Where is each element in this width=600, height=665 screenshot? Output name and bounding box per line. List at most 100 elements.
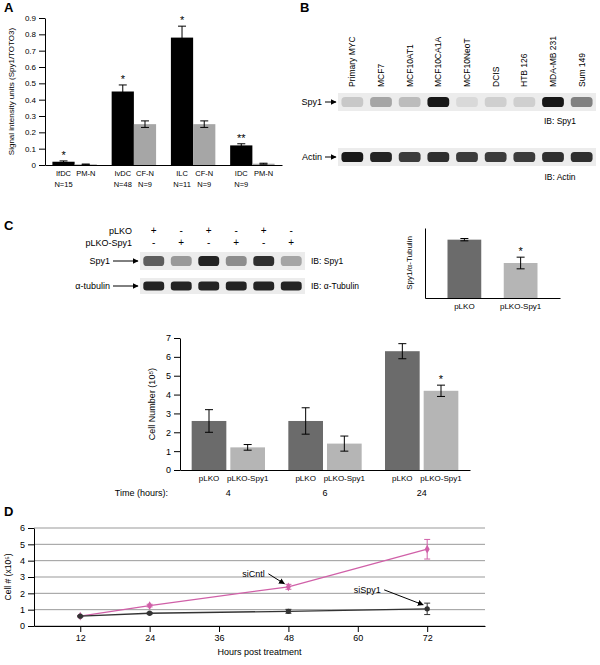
grid-line — [34, 593, 485, 594]
tick: 0.3 — [25, 112, 45, 121]
tick: 5 — [20, 540, 34, 550]
sample-size: N=9 — [234, 180, 248, 189]
x-axis-line — [426, 298, 561, 299]
plot-area — [52, 26, 274, 165]
tick-mark — [219, 626, 220, 632]
series-label: siSpy1 — [354, 585, 381, 595]
marker — [147, 611, 152, 616]
category-label: ILC — [176, 169, 188, 178]
error-bar — [460, 239, 468, 241]
tick: 60 — [353, 626, 363, 643]
band — [485, 97, 507, 107]
tick-mark — [174, 395, 180, 396]
marker — [78, 614, 83, 619]
category-label: pLKO-Spy1 — [420, 474, 462, 483]
tick-mark — [358, 626, 359, 632]
lane-label: MCF10CA1A — [433, 37, 443, 87]
series-label: siCntl — [242, 569, 265, 579]
tick: 0.2 — [25, 128, 45, 137]
tick: 2 — [166, 428, 180, 438]
blot-strip — [338, 93, 596, 111]
sample-size: N=15 — [54, 180, 72, 189]
band — [171, 256, 192, 266]
arrow — [113, 286, 138, 287]
band-name: Spy1 — [89, 256, 110, 266]
tick-label: 2 — [166, 428, 171, 438]
error-bar — [424, 603, 430, 614]
condition-mark: + — [233, 237, 239, 248]
band — [399, 152, 421, 162]
error-bar — [237, 144, 245, 147]
category-label: pLKO-Spy1 — [324, 474, 366, 483]
condition-mark: - — [262, 237, 265, 248]
category-label: pLKO-Spy1 — [500, 302, 542, 311]
band — [281, 256, 302, 266]
band — [513, 97, 535, 107]
tick: 7 — [166, 333, 180, 343]
tick: 0 — [32, 161, 45, 170]
panel-label: D — [4, 504, 13, 519]
condition-mark: + — [206, 225, 212, 236]
tick: 6 — [20, 523, 34, 533]
error-bar — [82, 164, 90, 165]
band — [485, 152, 507, 162]
antibody-label: IB: Actin — [544, 172, 575, 182]
grid-line — [34, 528, 485, 529]
tick-label: 0 — [20, 621, 25, 631]
tick-label: 0.9 — [25, 14, 37, 23]
tick-mark — [28, 544, 34, 545]
tick-mark — [39, 116, 45, 117]
band — [571, 97, 593, 107]
marker — [286, 609, 291, 614]
blot-panel: pLKO+-+-+-pLKO-Spy1-+-+-+Spy1IB: Spy1α-t… — [4, 218, 359, 294]
category-label: IDC — [235, 169, 249, 178]
tick: 1 — [20, 605, 34, 615]
group-label: 24 — [417, 488, 427, 498]
arrow — [325, 157, 336, 158]
category-label: CF-N — [195, 169, 213, 178]
tick-mark — [39, 51, 45, 52]
grid-line — [34, 560, 485, 561]
band — [143, 282, 164, 291]
tick: 1 — [166, 447, 180, 457]
error-bar — [517, 257, 525, 269]
tick-mark — [39, 165, 45, 166]
error-bar — [398, 344, 406, 359]
bar — [230, 447, 265, 470]
arrow — [113, 261, 138, 262]
error-bar — [119, 85, 127, 98]
y-axis-line — [425, 229, 426, 299]
error-bar — [424, 539, 430, 559]
significance: * — [61, 149, 66, 161]
tick-mark — [28, 610, 34, 611]
tick-label: 24 — [145, 633, 155, 643]
bar — [230, 145, 252, 165]
category-label: pLKO — [199, 474, 219, 483]
plot-area — [77, 539, 430, 620]
marker — [425, 606, 430, 611]
category-label: PM-N — [254, 169, 273, 178]
band — [542, 152, 564, 162]
tick-label: 72 — [423, 633, 433, 643]
lane-label: MCF10AT1 — [405, 44, 415, 87]
band — [456, 97, 478, 107]
x-axis: 122436486072 — [35, 626, 486, 643]
tick-mark — [174, 376, 180, 377]
marker — [286, 582, 291, 591]
category-label: IvDC — [114, 169, 131, 178]
bar — [424, 391, 459, 470]
grid-line — [34, 544, 485, 545]
error-bar — [178, 26, 186, 49]
band — [456, 152, 478, 162]
plot-area — [448, 239, 538, 299]
category-label: CF-N — [136, 169, 154, 178]
condition-mark: - — [290, 225, 293, 236]
group-label: 6 — [322, 488, 327, 498]
band-name: Spy1 — [301, 97, 322, 107]
bar — [193, 124, 215, 165]
figure: *****00.10.20.30.40.50.60.70.80.9IfDCPM-… — [0, 0, 600, 665]
arrow — [325, 102, 336, 103]
tick-mark — [28, 593, 34, 594]
tick: 0.7 — [25, 47, 45, 56]
band — [226, 256, 247, 266]
